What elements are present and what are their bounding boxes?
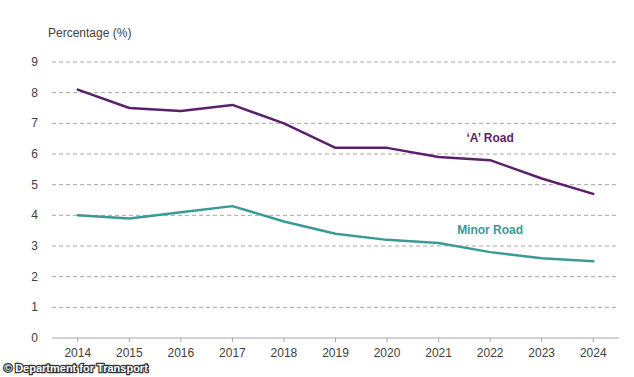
x-tick — [490, 338, 491, 342]
x-tick — [335, 338, 336, 342]
y-axis-label: Percentage (%) — [48, 26, 131, 40]
series-line — [78, 90, 593, 194]
y-tick-label: 5 — [31, 178, 38, 192]
grid-line — [52, 154, 619, 155]
x-tick-label: 2016 — [168, 346, 195, 360]
chart: Percentage (%) 0 1 2 3 4 5 6 7 8 9 2014 2015 2016 2017… — [0, 0, 634, 377]
x-tick-label: 2018 — [271, 346, 298, 360]
x-tick-label: 2021 — [425, 346, 452, 360]
grid-line — [52, 62, 619, 63]
plot-area — [78, 90, 593, 262]
source: © Department for Transport — [4, 362, 148, 374]
x-tick — [438, 338, 439, 342]
grid-line — [52, 215, 619, 216]
y-tick-label: 1 — [31, 300, 38, 314]
y-tick-label: 8 — [31, 86, 38, 100]
y-tick-label: 0 — [31, 331, 38, 345]
grid-line — [52, 246, 619, 247]
x-tick — [180, 338, 181, 342]
x-tick — [129, 338, 130, 342]
x-tick-label: 2023 — [528, 346, 555, 360]
x-tick-label: 2014 — [64, 346, 91, 360]
x-tick — [283, 338, 284, 342]
series-label: Minor Road — [457, 223, 523, 237]
x-tick-label: 2015 — [116, 346, 143, 360]
x-tick-label: 2022 — [477, 346, 504, 360]
x-tick — [593, 338, 594, 342]
grid-line — [52, 123, 619, 124]
x-tick — [387, 338, 388, 342]
y-tick-label: 9 — [31, 55, 38, 69]
x-tick — [232, 338, 233, 342]
grid-line — [52, 276, 619, 277]
x-tick-label: 2020 — [374, 346, 401, 360]
y-tick-label: 2 — [31, 270, 38, 284]
grid-line — [52, 307, 619, 308]
grid-line — [52, 92, 619, 93]
x-tick-label: 2017 — [219, 346, 246, 360]
y-tick-label: 4 — [31, 208, 38, 222]
x-tick — [77, 338, 78, 342]
x-tick-label: 2019 — [322, 346, 349, 360]
y-tick-label: 6 — [31, 147, 38, 161]
series-line — [78, 206, 593, 261]
series-label: ‘A’ Road — [466, 131, 513, 145]
x-tick-label: 2024 — [580, 346, 607, 360]
x-tick — [541, 338, 542, 342]
y-tick-label: 7 — [31, 116, 38, 130]
y-tick-label: 3 — [31, 239, 38, 253]
grid-line — [52, 184, 619, 185]
